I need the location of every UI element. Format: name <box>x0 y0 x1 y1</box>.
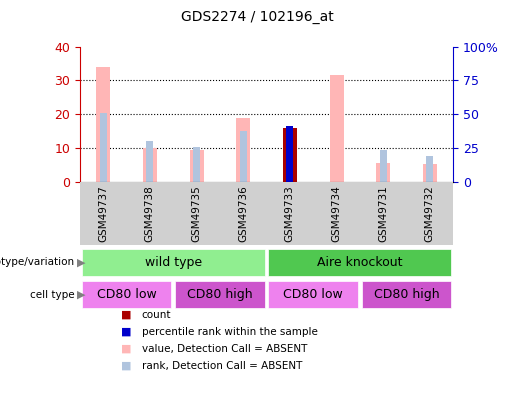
Text: cell type: cell type <box>30 290 75 300</box>
Bar <box>236 118 250 182</box>
Text: CD80 high: CD80 high <box>374 288 439 301</box>
Text: GSM49738: GSM49738 <box>145 185 155 242</box>
Text: CD80 low: CD80 low <box>283 288 343 301</box>
Text: Aire knockout: Aire knockout <box>317 256 403 269</box>
Text: ■: ■ <box>121 344 131 354</box>
Bar <box>423 164 437 182</box>
Bar <box>82 281 171 308</box>
Bar <box>268 249 451 276</box>
Text: value, Detection Call = ABSENT: value, Detection Call = ABSENT <box>142 344 307 354</box>
Bar <box>283 128 297 182</box>
Text: rank, Detection Call = ABSENT: rank, Detection Call = ABSENT <box>142 361 302 371</box>
Bar <box>268 281 358 308</box>
Bar <box>286 126 294 182</box>
Bar <box>96 67 110 182</box>
Text: ▶: ▶ <box>77 290 86 300</box>
Text: count: count <box>142 310 171 320</box>
Bar <box>239 131 247 182</box>
Text: CD80 high: CD80 high <box>187 288 253 301</box>
Text: CD80 low: CD80 low <box>97 288 157 301</box>
Text: percentile rank within the sample: percentile rank within the sample <box>142 327 318 337</box>
Bar <box>376 162 390 182</box>
Bar <box>380 150 387 182</box>
Text: GSM49731: GSM49731 <box>378 185 388 242</box>
Text: ■: ■ <box>121 361 131 371</box>
Bar <box>426 156 433 182</box>
Text: wild type: wild type <box>145 256 202 269</box>
Text: GSM49734: GSM49734 <box>332 185 341 242</box>
Text: genotype/variation: genotype/variation <box>0 257 75 267</box>
Text: ■: ■ <box>121 310 131 320</box>
Text: GSM49736: GSM49736 <box>238 185 248 242</box>
Bar <box>100 113 107 182</box>
Text: GSM49733: GSM49733 <box>285 185 295 242</box>
Text: ■: ■ <box>121 327 131 337</box>
Bar <box>193 147 200 182</box>
Bar <box>362 281 451 308</box>
Text: GDS2274 / 102196_at: GDS2274 / 102196_at <box>181 10 334 24</box>
Text: GSM49732: GSM49732 <box>425 185 435 242</box>
Bar <box>190 150 203 182</box>
Text: ▶: ▶ <box>77 257 86 267</box>
Bar <box>143 148 157 182</box>
Bar <box>175 281 265 308</box>
Bar <box>82 249 265 276</box>
Text: GSM49737: GSM49737 <box>98 185 108 242</box>
Bar <box>330 75 344 182</box>
Text: GSM49735: GSM49735 <box>192 185 201 242</box>
Bar <box>146 141 153 182</box>
